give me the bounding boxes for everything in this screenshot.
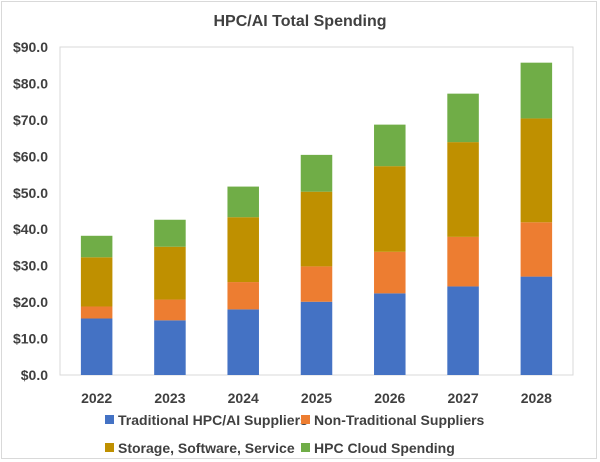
- x-axis: 2022 2023 2024 2025 2026 2027 2028: [81, 390, 552, 406]
- y-axis: $0.0 $10.0 $20.0 $30.0 $40.0 $50.0 $60.0 $70.0 $…: [13, 39, 573, 383]
- bar-segment: [300, 154, 333, 192]
- bar-segment: [227, 282, 259, 310]
- bar-segment: [154, 320, 186, 375]
- bar-segment: [80, 235, 113, 258]
- y-tick-label: $0.0: [21, 367, 48, 383]
- bar-segment: [154, 299, 186, 321]
- bar-segment: [227, 217, 259, 283]
- legend-label: Traditional HPC/AI Suppliers: [118, 412, 308, 428]
- chart-title: HPC/AI Total Spending: [213, 13, 386, 30]
- y-tick-label: $80.0: [13, 75, 48, 91]
- x-tick-label: 2022: [81, 390, 112, 406]
- bar-segment: [80, 318, 113, 375]
- legend: Traditional HPC/AI Suppliers Non-Traditio…: [105, 412, 485, 456]
- bar-segment: [227, 186, 259, 218]
- bar-segment: [520, 276, 553, 375]
- bar-segment: [300, 191, 333, 267]
- bar-segment: [520, 222, 553, 277]
- legend-item: Traditional HPC/AI Suppliers: [105, 412, 308, 428]
- bar-segment: [374, 124, 406, 167]
- legend-swatch: [105, 415, 114, 424]
- bar-segment: [227, 309, 259, 375]
- bar-segment: [154, 246, 186, 300]
- legend-item: HPC Cloud Spending: [301, 440, 455, 456]
- bars: [80, 62, 553, 375]
- bar-segment: [300, 266, 333, 302]
- legend-item: Storage, Software, Service: [105, 440, 295, 456]
- legend-swatch: [105, 443, 114, 452]
- bar-segment: [374, 251, 406, 294]
- bar-segment: [447, 236, 479, 287]
- bar-segment: [300, 301, 333, 375]
- y-tick-label: $10.0: [13, 331, 48, 347]
- bar-segment: [520, 118, 553, 223]
- bar-segment: [80, 306, 113, 319]
- legend-item: Non-Traditional Suppliers: [301, 412, 485, 428]
- legend-swatch: [301, 443, 310, 452]
- y-tick-label: $90.0: [13, 39, 48, 55]
- x-tick-label: 2026: [374, 390, 405, 406]
- bar-segment: [80, 257, 113, 307]
- bar-segment: [374, 293, 406, 375]
- x-tick-label: 2027: [447, 390, 478, 406]
- y-tick-label: $20.0: [13, 294, 48, 310]
- x-tick-label: 2023: [154, 390, 185, 406]
- x-tick-label: 2024: [228, 390, 259, 406]
- bar-segment: [520, 62, 553, 119]
- legend-label: Storage, Software, Service: [118, 440, 295, 456]
- bar-segment: [154, 219, 186, 247]
- x-tick-label: 2028: [521, 390, 552, 406]
- y-tick-label: $50.0: [13, 185, 48, 201]
- y-tick-label: $60.0: [13, 148, 48, 164]
- y-tick-label: $30.0: [13, 258, 48, 274]
- y-tick-label: $70.0: [13, 112, 48, 128]
- legend-label: HPC Cloud Spending: [314, 440, 455, 456]
- legend-swatch: [301, 415, 310, 424]
- legend-label: Non-Traditional Suppliers: [314, 412, 485, 428]
- bar-segment: [447, 142, 479, 237]
- y-tick-label: $40.0: [13, 221, 48, 237]
- bar-segment: [374, 166, 406, 252]
- x-tick-label: 2025: [301, 390, 332, 406]
- bar-segment: [447, 286, 479, 375]
- bar-segment: [447, 93, 479, 143]
